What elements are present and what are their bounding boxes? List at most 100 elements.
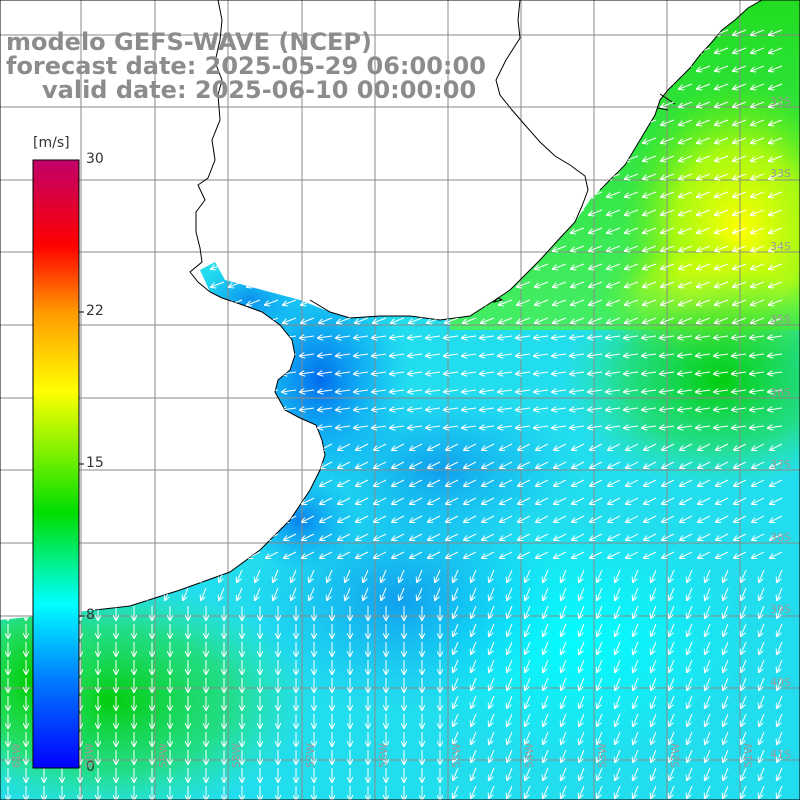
- wind-arrow: [759, 605, 765, 618]
- wind-arrow: [571, 317, 585, 323]
- wind-arrow: [588, 408, 603, 410]
- wind-arrow: [174, 408, 189, 410]
- wind-arrow: [409, 155, 423, 161]
- wind-arrow: [391, 245, 405, 251]
- wind-arrow: [300, 354, 315, 356]
- wind-arrow: [572, 461, 585, 468]
- wind-arrow: [516, 390, 531, 392]
- lat-label-36S: 36S: [770, 386, 791, 399]
- wind-arrow: [734, 443, 747, 450]
- wind-arrow: [156, 372, 171, 374]
- wind-arrow: [229, 209, 243, 215]
- wind-arrow: [14, 443, 27, 450]
- wind-arrow: [273, 587, 279, 600]
- wind-arrow: [373, 317, 387, 323]
- wind-arrow: [409, 263, 423, 269]
- wind-arrow: [570, 390, 585, 392]
- wind-arrow: [302, 515, 315, 522]
- wind-arrow: [336, 354, 351, 356]
- wind-arrow: [374, 515, 387, 522]
- wind-arrow: [481, 317, 495, 323]
- wind-arrow: [481, 227, 495, 233]
- wind-arrow: [571, 29, 585, 35]
- wind-arrow: [769, 101, 783, 107]
- wind-arrow: [625, 29, 639, 35]
- wind-arrow: [589, 83, 603, 89]
- wind-arrow: [410, 461, 423, 468]
- wind-arrow: [553, 227, 567, 233]
- wind-arrow: [31, 119, 45, 125]
- wind-arrow: [13, 299, 27, 305]
- wind-arrow: [246, 426, 261, 428]
- wind-arrow: [554, 479, 567, 486]
- wind-arrow: [13, 245, 27, 251]
- wind-arrow: [517, 155, 531, 161]
- wind-arrow: [157, 263, 171, 269]
- wind-arrow: [138, 354, 153, 356]
- wind-arrow: [626, 515, 639, 522]
- lon-label-57W: 57W: [304, 743, 317, 768]
- wind-arrow: [265, 155, 279, 161]
- wind-arrow: [85, 227, 99, 233]
- wind-arrow: [445, 245, 459, 251]
- wind-arrow: [392, 497, 405, 504]
- wind-arrow: [158, 497, 171, 504]
- lon-label-51W: 51W: [742, 743, 755, 768]
- wind-arrow: [553, 191, 567, 197]
- wind-arrow: [589, 209, 603, 215]
- wind-arrow: [302, 443, 315, 450]
- wind-arrow: [410, 443, 423, 450]
- wind-arrow: [615, 569, 621, 582]
- wind-arrow: [696, 336, 711, 338]
- wind-arrow: [516, 426, 531, 428]
- wind-arrow: [230, 533, 243, 540]
- wind-arrow: [633, 623, 639, 636]
- wind-arrow: [283, 209, 297, 215]
- wind-arrow: [517, 227, 531, 233]
- wind-arrow: [696, 408, 711, 410]
- wind-arrow: [687, 587, 693, 600]
- wind-arrow: [716, 497, 729, 504]
- wind-arrow: [176, 479, 189, 486]
- wind-arrow: [481, 209, 495, 215]
- wind-arrow: [392, 461, 405, 468]
- wind-arrow: [590, 461, 603, 468]
- wind-arrow: [158, 443, 171, 450]
- wind-arrow: [768, 372, 783, 374]
- wind-arrow: [607, 263, 621, 269]
- wind-arrow: [85, 209, 99, 215]
- wind-arrow: [462, 372, 477, 374]
- wind-arrow: [768, 336, 783, 338]
- wind-arrow: [417, 569, 423, 582]
- wind-arrow: [517, 245, 531, 251]
- wind-arrow: [212, 533, 225, 540]
- wind-arrow: [552, 408, 567, 410]
- wind-arrow: [462, 408, 477, 410]
- wind-arrow: [0, 227, 9, 233]
- wind-arrow: [355, 155, 369, 161]
- wind-arrow: [84, 336, 99, 338]
- wind-arrow: [427, 209, 441, 215]
- wind-arrow: [157, 281, 171, 287]
- wind-arrow: [0, 335, 9, 339]
- wind-arrow: [139, 191, 153, 197]
- wind-arrow: [679, 299, 693, 305]
- wind-arrow: [643, 101, 657, 107]
- wind-arrow: [391, 137, 405, 143]
- wind-arrow: [651, 569, 657, 582]
- wind-arrow: [103, 209, 117, 215]
- wind-arrow: [266, 443, 279, 450]
- wind-arrow: [301, 245, 315, 251]
- wind-arrow: [607, 137, 621, 143]
- wind-arrow: [608, 533, 621, 540]
- wind-arrow: [751, 119, 765, 125]
- wind-arrow: [248, 497, 261, 504]
- wind-arrow: [156, 354, 171, 356]
- wind-arrow: [536, 461, 549, 468]
- wind-arrow: [104, 461, 117, 468]
- wind-arrow: [615, 623, 621, 636]
- wind-arrow: [192, 408, 207, 410]
- wind-arrow: [291, 569, 297, 582]
- wind-arrow: [750, 354, 765, 356]
- wind-arrow: [733, 101, 747, 107]
